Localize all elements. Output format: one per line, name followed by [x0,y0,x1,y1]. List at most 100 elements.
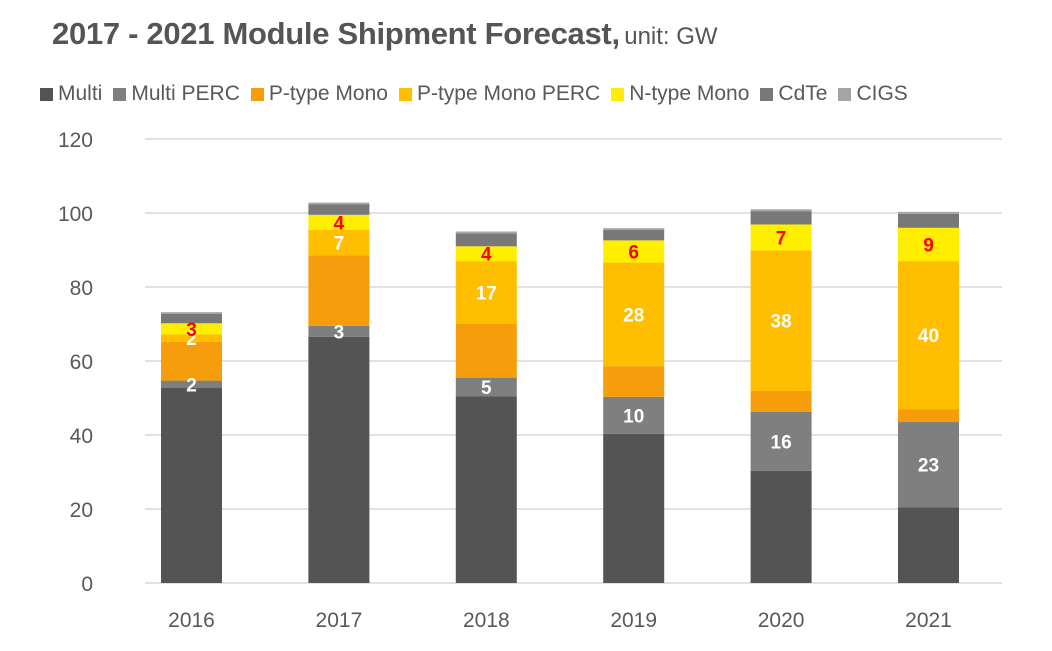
bar-stack-2017 [308,202,370,583]
data-label-multi-perc-2020: 16 [771,432,792,453]
bar-segment-multi-2019 [603,433,665,583]
legend-label: N-type Mono [629,82,750,105]
bar-segment-multi-perc-2016 [161,380,222,389]
bar-segment-multi-perc-2018 [455,377,517,397]
bar-segment-multi-perc-2020 [750,411,812,471]
legend-swatch [40,87,53,101]
y-axis-ticks: 0 20 40 60 80 100 120 [58,129,93,596]
bar-segment-cdte-2021 [898,213,959,228]
bars [161,202,959,583]
bar-segment-cdte-2019 [603,230,665,241]
data-label-multi-perc-2016: 2 [186,375,197,396]
legend-item-n-type-mono: N-type Mono [611,82,749,106]
data-label-n-type-mono-2019: 6 [628,242,639,263]
bar-segment-cigs-2017 [308,202,370,205]
bar-segment-n-type-mono-2016 [161,323,222,335]
bar-segment-multi-perc-2019 [603,396,665,434]
x-tick-label: 2018 [463,609,510,632]
legend-item-p-type-mono-perc: P-type Mono PERC [398,82,601,106]
bar-segment-cigs-2021 [898,211,959,214]
data-label-n-type-mono-2018: 4 [481,245,492,266]
legend-swatch [113,87,127,101]
bar-stack-2016 [161,312,222,583]
bar-segment-p-type-mono-2017 [308,255,370,326]
x-tick-label: 2020 [758,609,805,632]
data-label-multi-perc-2017: 3 [334,322,345,343]
bar-segment-n-type-mono-2020 [750,224,812,251]
x-tick-label: 2017 [316,609,363,632]
bar-segment-multi-2017 [308,336,370,583]
bar-segment-p-type-mono-2021 [898,409,959,423]
bar-segment-p-type-mono-2020 [750,390,812,412]
legend-swatch [398,87,412,101]
data-label-p-type-mono-perc-2016: 2 [186,329,197,350]
bar-segment-p-type-mono-perc-2020 [750,250,812,391]
bar-segment-multi-2021 [898,507,959,583]
legend-item-cdte: CdTe [760,82,827,106]
legend-item-multi: Multi [40,82,102,106]
chart-title: 2017 - 2021 Module Shipment Forecast, un… [52,16,718,52]
data-label-multi-perc-2018: 5 [481,378,492,399]
bar-segment-multi-perc-2017 [308,325,370,337]
data-label-n-type-mono-2016: 3 [186,320,197,341]
y-tick-label: 120 [58,129,93,152]
bar-segment-cdte-2018 [455,233,517,247]
bar-segment-n-type-mono-2021 [898,227,959,262]
legend-swatch [838,87,852,101]
legend-label: Multi PERC [131,82,240,105]
bar-segment-n-type-mono-2018 [455,246,517,262]
legend-swatch [250,87,264,101]
legend-label: CdTe [778,82,828,105]
data-label-n-type-mono-2017: 4 [334,213,345,234]
data-label-p-type-mono-perc-2021: 40 [918,326,939,347]
bar-segment-p-type-mono-perc-2016 [161,334,222,342]
bar-segment-n-type-mono-2017 [308,214,370,230]
data-label-p-type-mono-perc-2018: 17 [476,284,497,305]
bar-segment-multi-perc-2021 [898,422,959,508]
x-axis-ticks: 2016 2017 2018 2019 2020 2021 [168,609,952,632]
legend-label: P-type Mono PERC [416,82,601,105]
x-tick-label: 2021 [905,609,952,632]
legend-swatch [760,87,774,101]
bar-stack-2019 [603,228,665,583]
bar-stack-2021 [898,211,959,583]
y-tick-label: 40 [70,425,93,448]
bar-segment-p-type-mono-2019 [603,366,665,397]
data-label-p-type-mono-perc-2017: 7 [334,234,345,255]
chart-legend: Multi Multi PERC P-type Mono P-type Mono PE… [40,82,919,106]
data-label-multi-perc-2021: 23 [918,456,939,477]
bar-stack-2018 [455,231,517,583]
bar-segment-p-type-mono-perc-2017 [308,229,370,256]
legend-swatch [611,87,625,101]
bar-segment-p-type-mono-perc-2021 [898,261,959,410]
data-label-p-type-mono-perc-2019: 28 [623,305,644,326]
y-tick-label: 20 [70,499,93,522]
chart-title-unit: unit: GW [624,23,718,50]
bar-segment-multi-2020 [750,470,812,583]
x-tick-label: 2016 [168,609,215,632]
legend-item-p-type-mono: P-type Mono [250,82,388,106]
bar-segment-cdte-2020 [750,211,812,225]
bar-segment-p-type-mono-2016 [161,341,222,381]
bar-segment-cigs-2019 [603,228,665,231]
y-tick-label: 0 [81,573,93,596]
y-tick-label: 100 [58,203,93,226]
legend-item-cigs: CIGS [838,82,908,106]
bar-segment-cigs-2020 [750,209,812,212]
x-tick-label: 2019 [610,609,657,632]
legend-label: P-type Mono [268,82,388,105]
data-label-multi-perc-2019: 10 [623,406,644,427]
y-tick-label: 60 [70,351,93,374]
legend-label: CIGS [856,82,908,105]
bar-segment-p-type-mono-2018 [455,324,517,378]
bar-segment-cdte-2017 [308,204,370,215]
bar-segment-p-type-mono-perc-2019 [603,262,665,367]
data-label-p-type-mono-perc-2020: 38 [771,312,792,333]
bar-segment-multi-2016 [161,388,222,583]
bar-segment-multi-2018 [455,396,517,583]
data-label-n-type-mono-2021: 9 [923,235,934,256]
bar-segment-cdte-2016 [161,314,222,324]
data-label-n-type-mono-2020: 7 [776,228,787,249]
